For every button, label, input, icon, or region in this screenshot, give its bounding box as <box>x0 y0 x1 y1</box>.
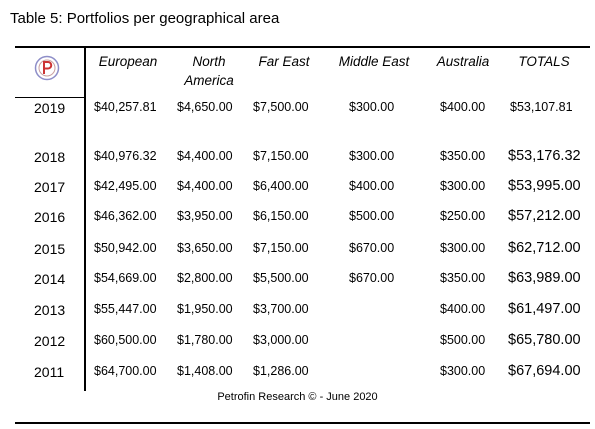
year: 2019 <box>34 100 66 116</box>
year: 2018 <box>34 149 66 165</box>
column-header: Australia <box>436 54 490 69</box>
value-cell: $300.00 <box>440 364 486 378</box>
column-header: Middle East <box>338 54 410 69</box>
value-cell: $350.00 <box>440 271 486 285</box>
total-cell: $67,694.00 <box>508 363 581 379</box>
value-cell: $2,800.00 <box>177 271 233 285</box>
value-cell: $7,150.00 <box>253 241 309 255</box>
bottom-rule <box>15 422 590 424</box>
value-cell: $3,650.00 <box>177 241 233 255</box>
value-cell: $55,447.00 <box>94 302 157 316</box>
value-cell: $3,000.00 <box>253 333 309 347</box>
total-cell: $57,212.00 <box>508 208 581 224</box>
value-cell: $400.00 <box>349 179 395 193</box>
value-cell: $7,150.00 <box>253 149 309 163</box>
value-cell: $400.00 <box>440 302 486 316</box>
value-cell: $300.00 <box>440 179 486 193</box>
year-divider <box>84 47 86 391</box>
value-cell: $3,700.00 <box>253 302 309 316</box>
year: 2013 <box>34 302 66 318</box>
value-cell: $4,650.00 <box>177 100 233 114</box>
value-cell: $42,495.00 <box>94 179 157 193</box>
total-cell: $63,989.00 <box>508 270 581 286</box>
value-cell: $500.00 <box>440 333 486 347</box>
value-cell: $1,408.00 <box>177 364 233 378</box>
value-cell: $300.00 <box>349 100 395 114</box>
value-cell: $5,500.00 <box>253 271 309 285</box>
value-cell: $46,362.00 <box>94 209 157 223</box>
year: 2016 <box>34 209 66 225</box>
value-cell: $40,976.32 <box>94 149 157 163</box>
value-cell: $4,400.00 <box>177 149 233 163</box>
total-cell: $61,497.00 <box>508 301 581 317</box>
value-cell: $54,669.00 <box>94 271 157 285</box>
value-cell: $1,286.00 <box>253 364 309 378</box>
footer: Petrofin Research © - June 2020 <box>217 391 378 403</box>
year: 2017 <box>34 179 66 195</box>
value-cell: $6,150.00 <box>253 209 309 223</box>
value-cell: $64,700.00 <box>94 364 157 378</box>
logo <box>34 55 60 81</box>
value-cell: $300.00 <box>440 241 486 255</box>
value-cell: $670.00 <box>349 271 395 285</box>
table-title: Table 5: Portfolios per geographical are… <box>10 10 280 27</box>
value-cell: $60,500.00 <box>94 333 157 347</box>
year: 2012 <box>34 333 66 349</box>
year: 2015 <box>34 241 66 257</box>
top-rule <box>15 46 590 48</box>
value-cell: $3,950.00 <box>177 209 233 223</box>
total-cell: $53,107.81 <box>510 100 573 114</box>
value-cell: $500.00 <box>349 209 395 223</box>
value-cell: $1,950.00 <box>177 302 233 316</box>
value-cell: $1,780.00 <box>177 333 233 347</box>
value-cell: $350.00 <box>440 149 486 163</box>
total-cell: $53,176.32 <box>508 148 581 164</box>
total-cell: $62,712.00 <box>508 240 581 256</box>
value-cell: $250.00 <box>440 209 486 223</box>
value-cell: $670.00 <box>349 241 395 255</box>
column-header: North America <box>184 54 234 88</box>
total-cell: $53,995.00 <box>508 178 581 194</box>
value-cell: $40,257.81 <box>94 100 157 114</box>
year: 2011 <box>34 364 65 380</box>
column-header: Far East <box>258 54 310 69</box>
value-cell: $300.00 <box>349 149 395 163</box>
year: 2014 <box>34 271 66 287</box>
column-header: TOTALS <box>518 54 570 69</box>
value-cell: $50,942.00 <box>94 241 157 255</box>
header-rule <box>15 97 85 98</box>
value-cell: $7,500.00 <box>253 100 309 114</box>
value-cell: $4,400.00 <box>177 179 233 193</box>
value-cell: $6,400.00 <box>253 179 309 193</box>
total-cell: $65,780.00 <box>508 332 581 348</box>
value-cell: $400.00 <box>440 100 486 114</box>
column-header: European <box>98 54 158 69</box>
